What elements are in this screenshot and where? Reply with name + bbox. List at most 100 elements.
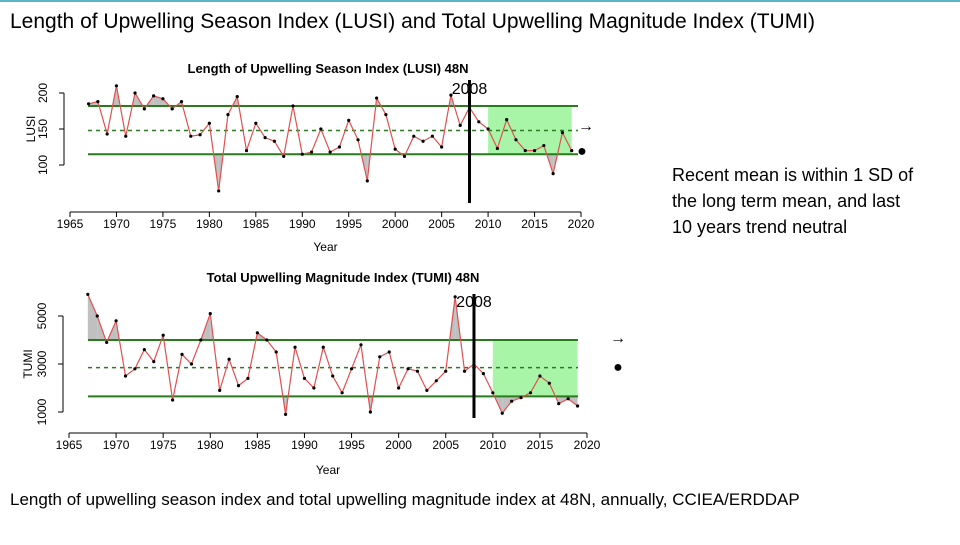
tumi-x-axis-label: Year [316,463,340,477]
lusi-y-tick-label-150: 150 [36,119,50,139]
tumi-point-1983 [236,384,241,388]
lusi-point-1983 [235,95,239,99]
lusi-point-2007 [458,123,462,127]
lusi-point-1986 [263,136,267,140]
tumi-point-2013 [519,396,523,400]
lusi-point-2011 [495,146,499,151]
lusi-point-1969 [105,132,109,136]
tumi-point-1997 [368,410,372,414]
tumi-point-1995 [349,367,354,371]
lusi-point-1970 [114,84,119,88]
lusi-x-tick-label-1965: 1965 [57,217,84,231]
lusi-point-1972 [133,91,137,95]
lusi-point-2006 [449,93,453,97]
tumi-x-tick-label-1970: 1970 [103,438,130,452]
lusi-point-1981 [217,189,221,193]
lusi-x-tick-label-2015: 2015 [521,217,548,231]
lusi-point-2010 [486,127,490,131]
tumi-point-1971 [123,374,128,378]
tumi-x-tick-label-2000: 2000 [385,438,412,452]
tumi-point-1972 [133,367,137,371]
tumi-point-1980 [208,312,212,316]
tumi-point-1981 [218,388,222,392]
tumi-y-tick-label-1000: 1000 [35,398,49,425]
tumi-point-1992 [321,345,325,349]
tumi-point-1984 [246,376,250,380]
lusi-point-1992 [319,127,323,131]
tumi-y-tick-label-3000: 3000 [35,350,49,377]
tumi-point-2004 [434,379,438,383]
tumi-mean-dot: ● [613,359,623,376]
lusi-point-1985 [254,121,258,125]
tumi-x-tick-label-1965: 1965 [56,438,83,452]
tumi-point-2003 [425,388,429,392]
lusi-point-2018 [560,131,565,135]
lusi-point-2003 [421,139,425,143]
lusi-x-tick-label-2010: 2010 [475,217,502,231]
tumi-x-tick-label-1985: 1985 [244,438,271,452]
tumi-x-tick-label-2005: 2005 [432,438,459,452]
lusi-y-tick-label-100: 100 [36,155,50,175]
recent-mean-note: Recent mean is within 1 SD of the long t… [672,165,914,237]
lusi-point-2019 [570,149,574,153]
tumi-point-1985 [255,331,259,335]
lusi-x-tick-label-1975: 1975 [150,217,177,231]
tumi-point-1974 [152,360,156,364]
lusi-point-2016 [542,143,546,148]
lusi-point-1997 [365,179,369,183]
lusi-point-2013 [514,138,518,142]
lusi-point-2004 [430,134,434,138]
tumi-point-2005 [444,369,448,373]
lusi-point-1975 [161,97,165,101]
tumi-point-1975 [161,333,165,337]
tumi-point-1982 [227,357,231,361]
lusi-point-1971 [124,134,128,138]
lusi-point-1990 [300,152,304,156]
tumi-point-2019 [575,404,580,408]
lusi-x-tick-label-2005: 2005 [428,217,455,231]
tumi-point-2011 [500,411,504,415]
tumi-point-2014 [528,391,533,395]
lusi-point-1984 [244,149,249,153]
lusi-point-1979 [198,133,202,137]
lusi-point-1995 [347,118,351,122]
tumi-point-2002 [415,369,420,373]
tumi-point-2009 [481,372,485,376]
lusi-x-tick-label-1970: 1970 [103,217,130,231]
tumi-point-1970 [114,319,118,323]
tumi-point-2001 [406,367,410,371]
lusi-mean-dot: ● [577,143,587,160]
lusi-point-1996 [356,138,360,142]
lusi-point-1982 [226,113,230,117]
tumi-point-2018 [566,397,570,401]
lusi-point-2012 [505,118,509,122]
tumi-x-tick-label-2020: 2020 [574,438,601,452]
lusi-point-1976 [170,107,174,111]
tumi-point-1978 [189,362,194,366]
lusi-x-tick-label-1995: 1995 [335,217,362,231]
lusi-point-1977 [179,100,184,104]
tumi-shade-lower-2011 [502,396,512,414]
tumi-point-1991 [312,386,316,390]
tumi-x-tick-label-1980: 1980 [197,438,224,452]
tumi-point-1989 [293,345,297,349]
tumi-point-1998 [378,355,382,359]
lusi-point-1967 [86,102,91,106]
lusi-point-2001 [402,154,407,158]
tumi-point-2000 [397,386,401,390]
lusi-x-tick-label-1990: 1990 [289,217,316,231]
tumi-point-1994 [340,391,344,395]
lusi-point-2005 [440,145,444,149]
lusi-point-1993 [328,150,332,154]
tumi-shade-upper-1967 [87,294,98,340]
lusi-chart-title: Length of Upwelling Season Index (LUSI) … [188,61,469,76]
tumi-point-1967 [86,292,90,296]
tumi-point-1999 [387,350,391,354]
lusi-point-1998 [375,96,379,100]
lusi-point-1991 [309,150,314,154]
tumi-point-2012 [510,399,514,403]
lusi-point-2000 [393,147,397,151]
lusi-x-tick-label-1980: 1980 [196,217,223,231]
tumi-x-tick-label-2015: 2015 [527,438,554,452]
